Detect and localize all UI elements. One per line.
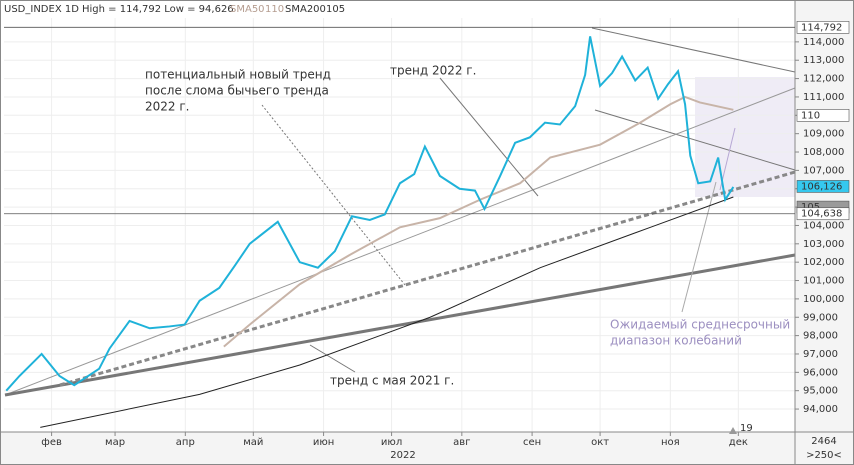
y-tick-label: 102,000 (803, 257, 844, 268)
y-tick-label: 112,000 (803, 74, 844, 85)
scale: >250< (806, 450, 842, 461)
x-axis-panel (0, 432, 795, 465)
price-label-box (796, 207, 850, 221)
annotation: 2022 г. (145, 100, 189, 114)
bar-count: 2464 (811, 436, 836, 447)
legend-name: SMA200 (285, 4, 326, 15)
x-tick-label: апр (176, 437, 195, 448)
x-tick-label: сен (523, 437, 541, 448)
symbol: USD_INDEX 1D (4, 4, 79, 15)
annotation: тренд 2022 г. (390, 64, 476, 78)
y-tick-label: 104,000 (803, 220, 844, 231)
price-label: 106,126 (801, 181, 842, 192)
annotation: после слома бычьего тренда (145, 84, 329, 98)
y-tick-label: 100,000 (803, 294, 844, 305)
y-tick-label: 101,000 (803, 276, 844, 287)
price-label-box (796, 180, 850, 193)
y-tick-label: 111,000 (803, 92, 844, 103)
price-label: 110 (801, 110, 820, 121)
y-tick-label: 98,000 (803, 331, 838, 342)
legend-value: 105 (326, 4, 345, 15)
y-tick-label: 114,000 (803, 37, 844, 48)
y-tick-label: 99,000 (803, 312, 838, 323)
series-line (223, 95, 734, 348)
marker-icon (729, 427, 737, 434)
y-tick-label: 97,000 (803, 349, 838, 360)
price-label-box (796, 21, 850, 34)
y-tick-label: 109,000 (803, 129, 844, 140)
y-tick-label: 113,000 (803, 55, 844, 66)
annotation: тренд с мая 2021 г. (330, 374, 454, 388)
year-label: 2022 (390, 450, 415, 461)
series-line (5, 36, 735, 392)
x-tick-label: мар (105, 437, 125, 448)
y-tick-label: 95,000 (803, 386, 838, 397)
price-label-box (796, 109, 850, 122)
price-label: 114,792 (801, 22, 842, 33)
x-tick-label: окт (591, 437, 609, 448)
legend-name: SMA50 (230, 4, 265, 15)
legend-value: 110 (265, 4, 284, 15)
y-tick-label: 96,000 (803, 367, 838, 378)
marker-label: 19 (740, 423, 753, 434)
y-tick-label: 103,000 (803, 239, 844, 250)
x-tick-label: июн (313, 437, 334, 448)
x-tick-label: дек (729, 437, 748, 448)
x-tick-label: ноя (661, 437, 680, 448)
y-tick-label: 108,000 (803, 147, 844, 158)
price-label: 104,638 (801, 209, 842, 220)
trendlines (4, 27, 796, 397)
x-tick-label: май (243, 437, 263, 448)
x-tick-label: авг (453, 437, 470, 448)
x-tick-label: фев (41, 437, 62, 448)
y-tick-label: 107,000 (803, 165, 844, 176)
x-tick-label: июл (381, 437, 402, 448)
y-axis-panel (795, 0, 854, 465)
y-tick-label: 94,000 (803, 404, 838, 415)
annotation: потенциальный новый тренд (145, 68, 331, 82)
annotation: диапазон колебаний (610, 334, 742, 348)
header: High = 114,792 Low = 94,626 (82, 4, 234, 15)
series-line (40, 196, 734, 428)
annotation: Ожидаемый среднесрочный (610, 318, 790, 332)
